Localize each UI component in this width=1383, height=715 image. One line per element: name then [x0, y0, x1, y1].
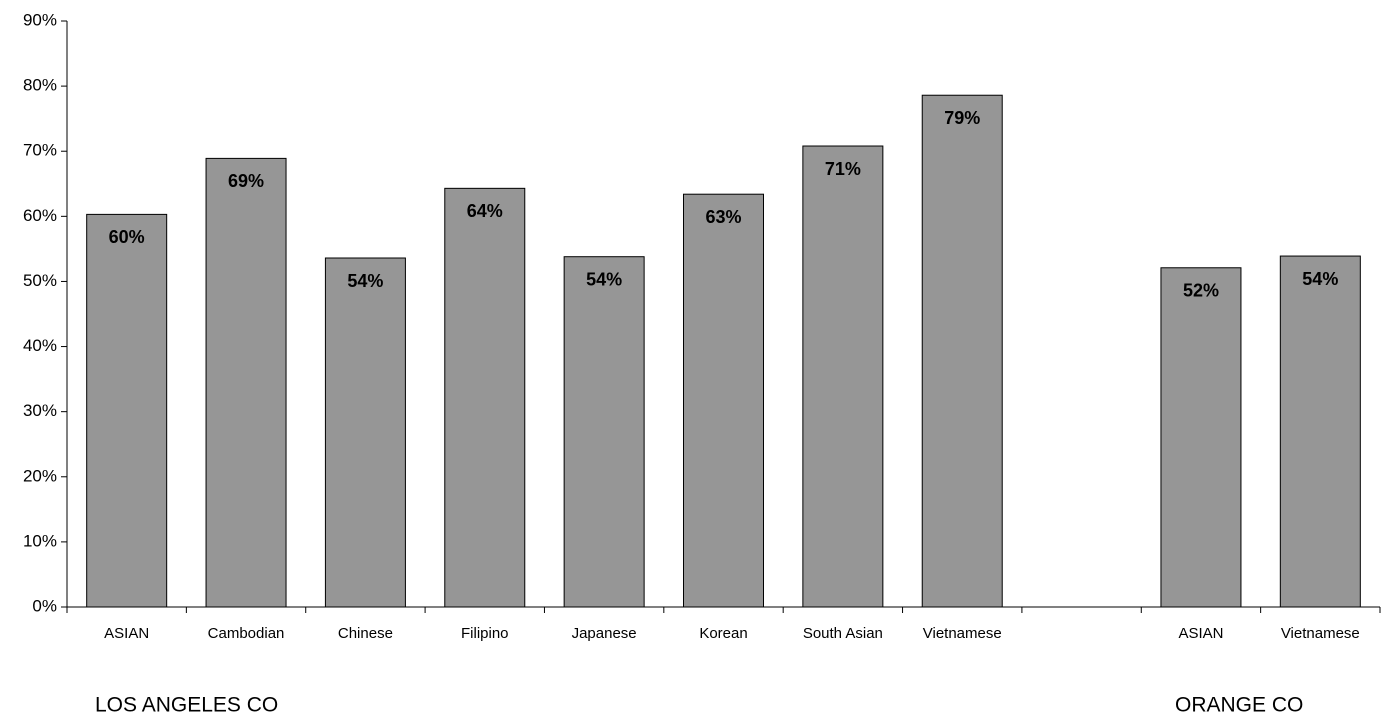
value-label: 54% — [1302, 269, 1338, 289]
y-tick-label: 70% — [23, 141, 57, 160]
x-tick-label: Filipino — [461, 625, 509, 642]
y-tick-label: 80% — [23, 76, 57, 95]
bar — [324, 257, 406, 608]
y-tick-label: 60% — [23, 206, 57, 225]
bar — [683, 193, 764, 608]
value-label: 54% — [347, 271, 383, 291]
y-tick-label: 40% — [23, 336, 57, 355]
bar — [444, 187, 526, 608]
value-label: 63% — [705, 207, 741, 227]
value-label: 52% — [1183, 281, 1219, 301]
x-tick-label: ASIAN — [104, 625, 149, 642]
x-tick-label: Korean — [699, 625, 747, 642]
value-label: 79% — [944, 108, 980, 128]
value-label: 60% — [109, 227, 145, 247]
x-tick-label: ASIAN — [1178, 625, 1223, 642]
y-tick-label: 20% — [23, 466, 57, 485]
bar — [921, 94, 1003, 608]
x-tick-label: Chinese — [338, 625, 393, 642]
value-label: 54% — [586, 269, 622, 289]
x-tick-label: South Asian — [803, 625, 883, 642]
y-tick-label: 50% — [23, 271, 57, 290]
bar — [86, 213, 168, 608]
bar — [1279, 255, 1361, 608]
group-label: ORANGE CO — [1175, 694, 1303, 715]
value-label: 69% — [228, 171, 264, 191]
x-tick-label: Vietnamese — [1281, 625, 1360, 642]
value-label: 71% — [825, 159, 861, 179]
bar — [205, 157, 287, 608]
y-tick-label: 30% — [23, 401, 57, 420]
x-tick-label: Vietnamese — [923, 625, 1002, 642]
x-tick-label: Cambodian — [208, 625, 285, 642]
bar — [563, 256, 645, 608]
y-tick-label: 0% — [32, 596, 57, 615]
y-tick-label: 10% — [23, 531, 57, 550]
value-label: 64% — [467, 201, 503, 221]
y-tick-label: 90% — [23, 10, 57, 29]
group-label: LOS ANGELES CO — [95, 694, 278, 715]
bar — [802, 145, 884, 608]
bar — [1160, 267, 1242, 608]
x-tick-label: Japanese — [572, 625, 637, 642]
